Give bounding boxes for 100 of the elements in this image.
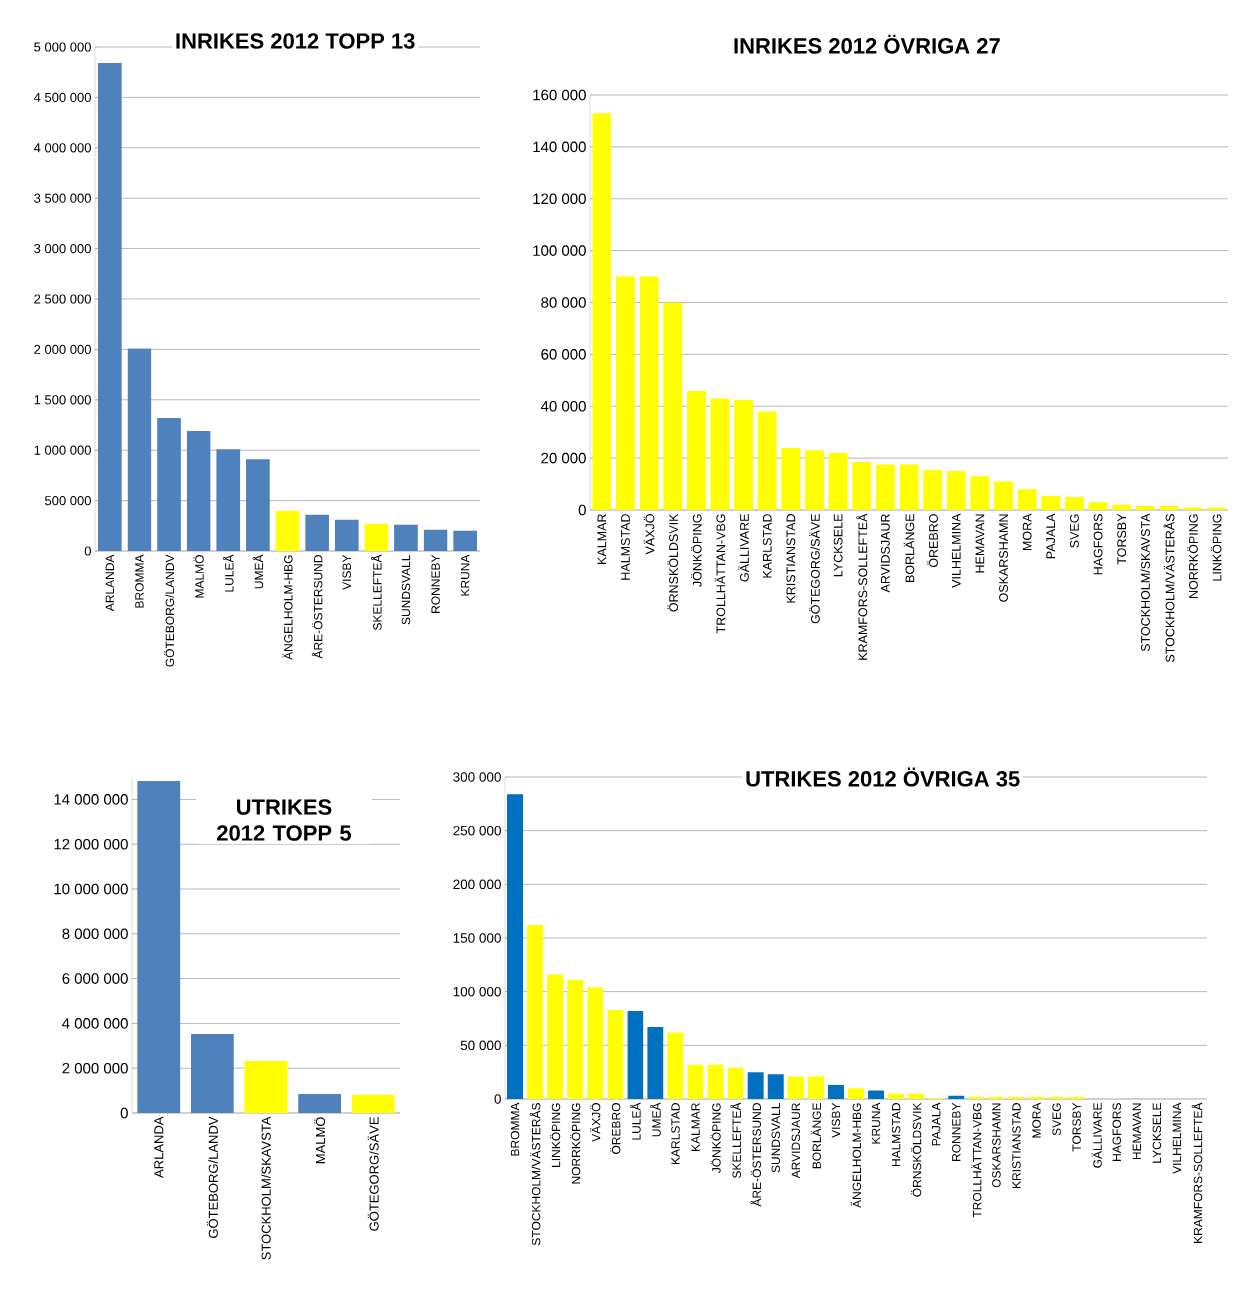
bar [423, 529, 448, 551]
bar [547, 974, 564, 1099]
x-tick-label: ARLANDA [154, 1116, 164, 1178]
x-tick-label: ÖREBRO [927, 514, 938, 568]
bar [1008, 1096, 1025, 1099]
x-tick-label: UMEÅ [650, 1102, 661, 1137]
bar [1068, 1096, 1085, 1099]
x-tick-label: BORLÄNGE [903, 514, 915, 582]
y-tick-label: 0 [578, 504, 586, 516]
x-tick-label: SKELLEFTEÅ [371, 554, 382, 631]
x-tick-label: VISBY [831, 1102, 841, 1138]
bar [827, 1085, 844, 1099]
bar [1088, 502, 1108, 510]
bar [888, 1093, 905, 1099]
bar [567, 979, 584, 1099]
y-tick-label: 250 000 [453, 825, 501, 836]
x-tick-label: GÄLLIVARE [1091, 1103, 1102, 1168]
x-tick-label: TORSBY [1117, 513, 1127, 565]
bar [988, 1096, 1005, 1099]
x-tick-label: ÅRE-ÖSTERSUND [750, 1103, 762, 1207]
y-tick-label: 0 [84, 546, 91, 556]
x-tick-label: HAGFORS [1093, 514, 1103, 575]
x-tick-label: HAGFORS [1112, 1103, 1121, 1161]
bar [157, 417, 181, 551]
x-tick-label: BROMMA [510, 1102, 520, 1156]
x-tick-label: ÖREBRO [610, 1103, 621, 1154]
x-tick-label: ÄNGELHOLM-HBG [850, 1103, 862, 1208]
y-tick-label: 14 000 000 [54, 794, 128, 805]
x-tick-label: SUNDSVALL [771, 1102, 781, 1173]
bar [899, 464, 919, 510]
bar [97, 63, 122, 551]
bar [127, 348, 152, 551]
bar [1206, 507, 1226, 510]
x-tick-label: ARVIDSJAUR [791, 1103, 801, 1179]
bar [663, 302, 683, 510]
bar [807, 1076, 824, 1099]
bar [686, 390, 706, 510]
x-tick-label: LINKÖPING [1210, 514, 1222, 581]
x-tick-label: KALMAR [597, 514, 607, 564]
bar [647, 1027, 664, 1099]
y-tick-label: 50 000 [460, 1040, 501, 1051]
y-tick-label: 2 000 000 [62, 1062, 128, 1074]
x-tick-label: LYCKSELE [1152, 1103, 1162, 1163]
bar [527, 925, 544, 1099]
y-tick-label: 100 000 [453, 986, 501, 997]
x-tick-label: KRAMFORS-SOLLEFTEÅ [856, 513, 868, 660]
bar [364, 523, 389, 551]
x-tick-label: KRUNA [871, 1102, 881, 1144]
bar [734, 399, 754, 510]
y-tick-label: 0 [494, 1094, 501, 1104]
x-tick-label: PAJALA [932, 1102, 941, 1146]
x-tick-label: GÄLLIVARE [738, 514, 749, 582]
y-tick-label: 40 000 [540, 400, 586, 412]
x-tick-label: VÄXJÖ [643, 514, 655, 555]
y-tick-label: 300 000 [453, 772, 501, 782]
x-tick-label: ARLANDA [105, 554, 114, 612]
y-tick-label: 500 000 [44, 495, 91, 506]
x-tick-label: SKELLEFTEÅ [730, 1102, 741, 1179]
y-tick-label: 150 000 [453, 933, 501, 943]
x-tick-label: KRUNA [461, 554, 470, 596]
x-tick-label: GÖTEGORG/SÄVE [809, 514, 820, 624]
x-tick-label: NORRKÖPING [570, 1103, 581, 1184]
bar [1048, 1096, 1065, 1099]
y-tick-label: 80 000 [541, 297, 586, 308]
y-tick-label: 5 000 000 [34, 42, 91, 52]
x-tick-label: MALMÖ [193, 555, 204, 598]
chart-title: UTRIKES 2012 ÖVRIGA 35 [746, 767, 1020, 787]
y-tick-label: 140 000 [533, 141, 586, 153]
x-tick-label: MALMÖ [314, 1117, 326, 1164]
x-tick-label: LYCKSELE [833, 514, 843, 577]
x-tick-label: VILHELMINA [951, 513, 961, 588]
bar [667, 1032, 684, 1099]
x-tick-label: RONNEBY [431, 554, 440, 613]
x-tick-label: LULEÅ [630, 1102, 641, 1140]
x-tick-label: BROMMA [135, 554, 144, 608]
bar [627, 1010, 644, 1099]
bar [298, 1093, 342, 1113]
bar [968, 1096, 985, 1099]
x-tick-label: STOCKHOLM/SKAVSTA [261, 1116, 271, 1260]
bar [1135, 506, 1155, 510]
y-tick-label: 1 000 000 [34, 445, 91, 455]
bar [787, 1076, 804, 1099]
bar [727, 1067, 744, 1099]
bar [616, 276, 635, 510]
x-tick-label: GÖTEBORG/LANDV [206, 1116, 218, 1238]
x-tick-label: STOCKHOLM/VÄSTERÅS [1163, 514, 1175, 663]
bar [828, 452, 848, 510]
y-tick-label: 2 500 000 [34, 294, 91, 304]
bar [923, 469, 943, 510]
bar [639, 276, 659, 510]
bar [216, 449, 241, 551]
bar [305, 514, 329, 551]
x-tick-label: TORSBY [1072, 1102, 1081, 1152]
y-tick-label: 60 000 [541, 349, 586, 360]
bar [507, 794, 524, 1099]
x-tick-label: HALMSTAD [621, 514, 630, 580]
bar [592, 113, 612, 510]
bar [948, 1095, 965, 1099]
x-tick-label: MORA [1032, 1102, 1041, 1138]
bar [875, 464, 895, 510]
